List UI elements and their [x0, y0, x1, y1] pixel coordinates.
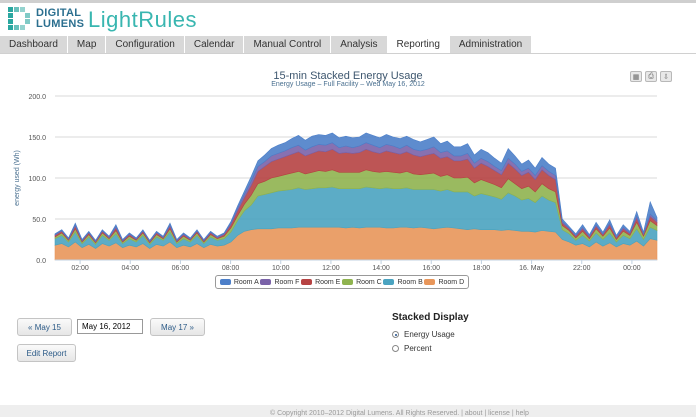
logo-mark-icon: [8, 7, 32, 31]
tab-dashboard[interactable]: Dashboard: [0, 36, 68, 53]
x-tick-label: 04:00: [121, 265, 139, 272]
top-border: [0, 0, 696, 3]
legend-swatch: [424, 279, 436, 285]
legend-swatch: [219, 279, 231, 285]
y-tick-label: 100.0: [28, 176, 46, 183]
legend-item-room-d[interactable]: Room D: [424, 279, 464, 286]
next-day-button[interactable]: May 17 »: [150, 318, 205, 336]
radio-energy-usage[interactable]: [392, 331, 399, 338]
series-area-room-a: [54, 132, 658, 242]
prev-day-button[interactable]: « May 15: [17, 318, 72, 336]
chart-title: 15-min Stacked Energy Usage: [273, 70, 423, 82]
y-tick-label: 200.0: [28, 94, 46, 101]
download-icon[interactable]: ⇩: [660, 71, 672, 82]
tab-divider: [0, 53, 696, 54]
tab-manual-control[interactable]: Manual Control: [244, 36, 332, 53]
y-tick-label: 0.0: [36, 258, 46, 265]
legend-swatch: [301, 279, 313, 285]
footer-text: © Copyright 2010–2012 Digital Lumens. Al…: [270, 410, 529, 417]
tab-configuration[interactable]: Configuration: [106, 36, 185, 53]
radio-percent[interactable]: [392, 345, 399, 352]
legend-swatch: [342, 279, 354, 285]
tab-analysis[interactable]: Analysis: [331, 36, 388, 53]
x-tick-label: 18:00: [473, 265, 491, 272]
app-name: LightRules: [88, 7, 197, 32]
stacked-display-title: Stacked Display: [392, 312, 469, 323]
chart-legend: Room A Room F Room E Room C Room B Room …: [215, 275, 469, 289]
legend-swatch: [383, 279, 395, 285]
percent-option[interactable]: Percent: [392, 344, 432, 353]
tab-calendar[interactable]: Calendar: [184, 36, 245, 53]
footer-bar: [0, 405, 696, 417]
chart-export-buttons: ▦ ⎙ ⇩: [630, 71, 672, 82]
tab-reporting[interactable]: Reporting: [387, 36, 450, 53]
x-tick-label: 14:00: [372, 265, 390, 272]
legend-item-room-a[interactable]: Room A: [219, 279, 259, 286]
x-tick-label: 16:00: [422, 265, 440, 272]
y-axis-label: energy used (Wh): [14, 150, 21, 206]
edit-report-button[interactable]: Edit Report: [17, 344, 76, 362]
x-tick-label: 02:00: [71, 265, 89, 272]
x-tick-label: 12:00: [322, 265, 340, 272]
energy-usage-label: Energy Usage: [404, 330, 455, 339]
digital-lumens-logo: DIGITAL LUMENS: [8, 6, 84, 32]
x-tick-label: 22:00: [573, 265, 591, 272]
x-tick-label: 08:00: [222, 265, 240, 272]
legend-swatch: [260, 279, 272, 285]
x-tick-label: 06:00: [172, 265, 190, 272]
energy-usage-option[interactable]: Energy Usage: [392, 330, 455, 339]
x-tick-label: 00:00: [623, 265, 641, 272]
energy-chart: 0.0 50.0 100.0 150.0 200.0 energy used (Wh) 02…: [14, 94, 658, 272]
chart-subtitle: Energy Usage – Full Facility – Wed May 1…: [271, 81, 425, 88]
legend-item-room-e[interactable]: Room E: [301, 279, 340, 286]
y-tick-label: 50.0: [32, 217, 46, 224]
y-tick-label: 150.0: [28, 135, 46, 142]
logo-text: DIGITAL LUMENS: [36, 7, 85, 30]
legend-item-room-b[interactable]: Room B: [383, 279, 423, 286]
print-chart-icon[interactable]: ▦: [630, 71, 642, 82]
x-tick-label: 16. May: [519, 265, 544, 272]
date-field[interactable]: May 16, 2012: [77, 319, 143, 334]
legend-item-room-c[interactable]: Room C: [342, 279, 382, 286]
printer-icon[interactable]: ⎙: [645, 71, 657, 82]
main-tabs: Dashboard Map Configuration Calendar Man…: [0, 36, 533, 53]
tab-administration[interactable]: Administration: [449, 36, 533, 53]
tab-map[interactable]: Map: [67, 36, 107, 53]
percent-label: Percent: [404, 344, 432, 353]
x-tick-label: 10:00: [272, 265, 290, 272]
legend-item-room-f[interactable]: Room F: [260, 279, 299, 286]
